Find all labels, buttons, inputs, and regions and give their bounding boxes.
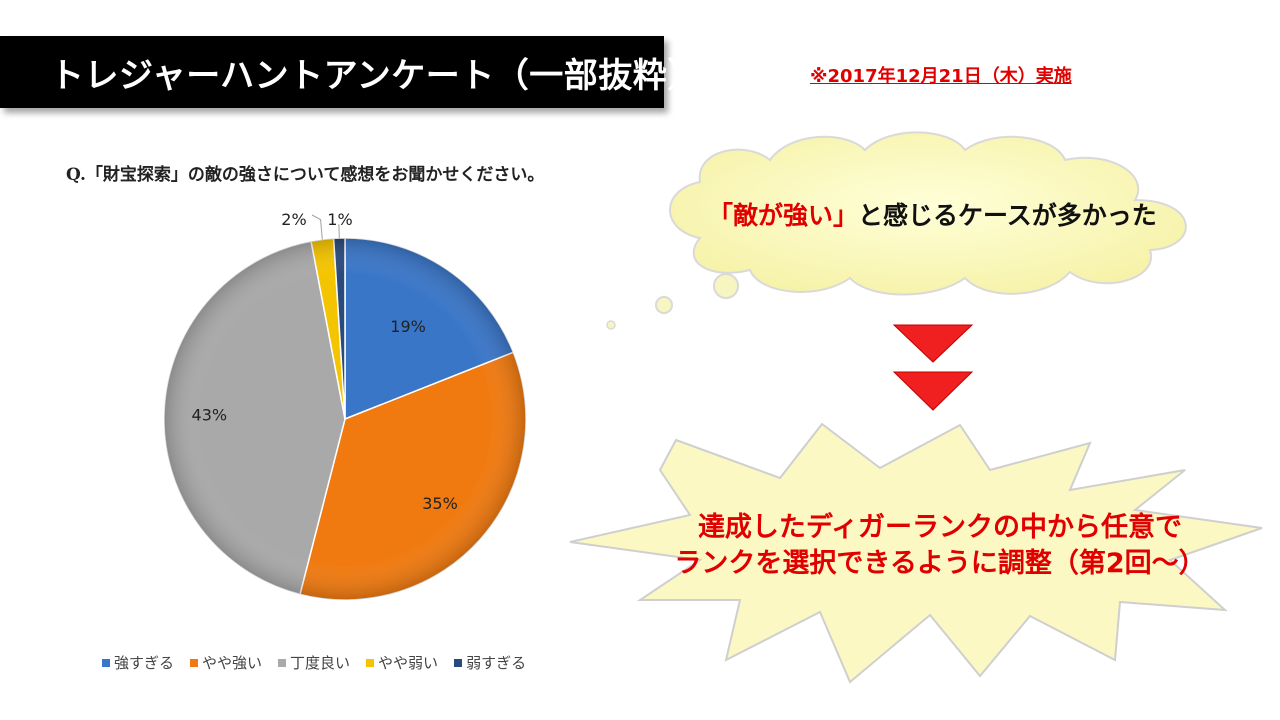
- callout-text: 「敵が強い」と感じるケースが多かった: [708, 196, 1157, 232]
- pie-label-2: 35%: [422, 494, 458, 513]
- cloud-bubble-medium: [655, 296, 673, 314]
- chart-legend: 強すぎる やや強い 丁度良い やや弱い 弱すぎる: [102, 652, 526, 673]
- legend-item-5: 弱すぎる: [454, 652, 526, 673]
- legend-label-5: 弱すぎる: [466, 654, 527, 672]
- pie-label-1: 19%: [390, 317, 426, 336]
- leader-line-4: [311, 214, 323, 240]
- title-bar: トレジャーハントアンケート（一部抜粋）: [0, 36, 701, 108]
- page-title: トレジャーハントアンケート（一部抜粋）: [50, 56, 702, 96]
- legend-item-2: やや強い: [190, 652, 262, 673]
- thought-cloud: [606, 131, 1187, 330]
- pie-labels: 19% 35% 43% 2% 1%: [192, 210, 458, 513]
- legend-swatch-2: [190, 658, 199, 667]
- pie-label-3: 43%: [192, 406, 228, 425]
- legend-swatch-1: [102, 658, 110, 667]
- legend-item-3: 丁度良い: [278, 652, 350, 673]
- legend-label-4: やや弱い: [378, 654, 439, 672]
- explosion-burst: [569, 422, 1263, 684]
- result-line-2: ランクを選択できるように調整（第2回～）: [674, 548, 1206, 579]
- legend-swatch-3: [278, 658, 287, 667]
- legend-item-4: やや弱い: [366, 652, 438, 673]
- cloud-bubble-small: [606, 320, 616, 330]
- legend-label-2: やや強い: [202, 654, 263, 672]
- legend-label-1: 強すぎる: [114, 654, 175, 672]
- down-arrow-2: [892, 371, 974, 411]
- down-arrow-1: [892, 324, 974, 363]
- question-text: Q.「財宝探索」の敵の強さについて感想をお聞かせください。: [66, 165, 545, 185]
- result-line-1: 達成したディガーランクの中から任意で: [697, 512, 1183, 543]
- callout-highlight: 「敵が強い」: [708, 201, 859, 230]
- legend-item-1: 強すぎる: [102, 652, 174, 673]
- pie-shading: [164, 238, 526, 600]
- pie-label-4: 2%: [281, 210, 306, 229]
- legend-label-3: 丁度良い: [290, 654, 351, 672]
- cloud-bubble-large: [713, 273, 739, 299]
- survey-date: ※2017年12月21日（木）実施: [810, 66, 1072, 87]
- result-text: 達成したディガーランクの中から任意で ランクを選択できるように調整（第2回～）: [640, 510, 1240, 582]
- pie-label-5: 1%: [327, 210, 352, 229]
- legend-swatch-5: [454, 658, 463, 667]
- legend-swatch-4: [366, 658, 375, 667]
- cloud-shape: [669, 131, 1187, 296]
- callout-body: と感じるケースが多かった: [858, 201, 1157, 230]
